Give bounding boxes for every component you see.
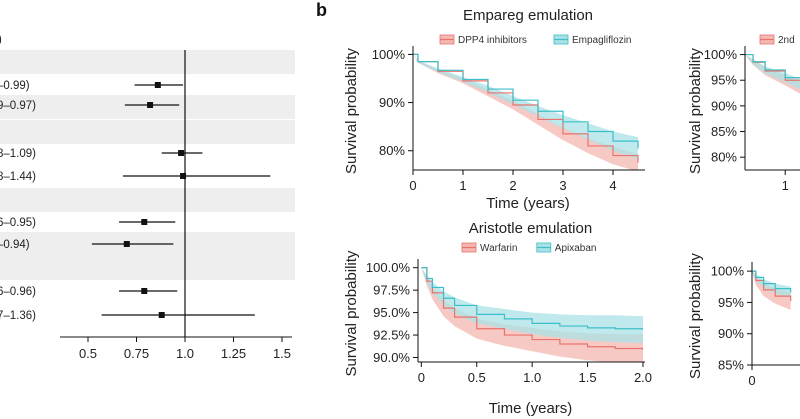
- aristotle-y-tick-label: 90.0%: [373, 350, 410, 365]
- forest-group-band: [0, 256, 295, 280]
- forest-group-band: [0, 120, 295, 144]
- right_top-plot-area: [745, 53, 800, 94]
- aristotle-ci-band-apixaban: [421, 267, 643, 344]
- aristotle-title: Aristotle emulation: [469, 220, 592, 237]
- aristotle-series-line-warfarin: [421, 267, 643, 351]
- right-top-y-axis-label: Survival probability: [687, 48, 704, 174]
- empareg-legend-label: Empagliflozin: [572, 35, 631, 46]
- forest-ci-label: –0.94): [0, 239, 30, 251]
- forest-point-estimate: [154, 82, 161, 88]
- forest-ci-label: 9–0.97): [0, 100, 36, 112]
- empareg-x-tick-label: 4: [609, 178, 616, 193]
- right_top-y-tick-label: 95%: [711, 73, 737, 88]
- right_bottom-plot-area: [752, 270, 792, 310]
- aristotle-x-tick-label: 1.0: [523, 370, 541, 385]
- forest-point-estimate: [141, 288, 148, 294]
- empareg-x-axis-label: Time (years): [486, 195, 570, 212]
- forest-point-estimate: [123, 241, 130, 247]
- forest-point-estimate: [141, 219, 148, 225]
- aristotle-x-tick-label: 0: [418, 370, 425, 385]
- empareg-title: Empareg emulation: [463, 7, 593, 24]
- forest-plot: ) –0.99) 9–0.97) 8–1.09) 8–1.44) 6–0.95) –0.94…: [0, 34, 295, 361]
- aristotle-series-line-apixaban: [421, 267, 643, 330]
- forest-x-tick-label: 1.0: [176, 346, 194, 361]
- right_top-y-tick-label: 80%: [711, 150, 737, 165]
- right-bottom-survival-chart: 85% 90% 95% 100% 0 Survival probability: [687, 253, 800, 388]
- right_top-y-tick-label: 90%: [711, 98, 737, 113]
- right_bottom-ci-band-b: [752, 271, 791, 299]
- forest-point-estimate: [180, 173, 187, 179]
- aristotle-y-axis-label: Survival probability: [343, 250, 360, 376]
- forest-ci-label: 8–1.09): [0, 148, 36, 160]
- right_top-x-tick-label: 1: [782, 178, 789, 193]
- forest-ci-label: 6–0.96): [0, 286, 36, 298]
- empareg-x-tick-label: 0: [409, 178, 416, 193]
- right-bottom-y-axis-label: Survival probability: [687, 253, 704, 379]
- aristotle-legend-label: Warfarin: [480, 243, 517, 254]
- forest-ci-label: 6–0.95): [0, 217, 36, 229]
- empareg-y-tick-label: 80%: [379, 143, 405, 158]
- forest-point-estimate: [178, 150, 185, 156]
- right_bottom-y-tick-label: 100%: [711, 264, 745, 279]
- aristotle-x-tick-label: 2.0: [634, 370, 652, 385]
- right_top-series-line-b: [745, 53, 800, 79]
- empareg-x-tick-label: 1: [459, 178, 466, 193]
- aristotle-x-axis-label: Time (years): [489, 400, 573, 417]
- right_bottom-series-line-b: [752, 270, 792, 293]
- forest-x-tick-label: 0.5: [79, 346, 97, 361]
- empareg-series-line-empagliflozin: [413, 53, 639, 149]
- forest-point-estimate: [147, 102, 154, 108]
- right_top-legend-label: 2nd: [778, 35, 795, 46]
- forest-group-band: [0, 50, 295, 74]
- aristotle-plot-area: [421, 267, 643, 362]
- forest-partial-label: ): [0, 34, 2, 46]
- forest-ci-label: 7–1.36): [0, 310, 36, 322]
- panel-label-b: b: [316, 0, 327, 20]
- aristotle-survival-chart: Aristotle emulation Warfarin Apixaban 90.0%…: [343, 220, 652, 417]
- forest-x-tick-label: 0.75: [124, 346, 149, 361]
- aristotle-y-tick-label: 97.5%: [373, 283, 410, 298]
- forest-ci-label: –0.99): [0, 80, 30, 92]
- empareg-legend-label: DPP4 inhibitors: [458, 35, 527, 46]
- forest-ci-label: 8–1.44): [0, 171, 36, 183]
- right-top-survival-chart: 2nd 80% 85% 90% 95% 100% 1 Survival probability: [687, 34, 800, 193]
- aristotle-y-tick-label: 92.5%: [373, 328, 410, 343]
- aristotle-legend-label: Apixaban: [555, 243, 597, 254]
- aristotle-y-tick-label: 95.0%: [373, 305, 410, 320]
- aristotle-y-tick-label: 100.0%: [366, 260, 411, 275]
- aristotle-x-tick-label: 0.5: [468, 370, 486, 385]
- empareg-x-tick-label: 2: [509, 178, 516, 193]
- empareg-y-axis-label: Survival probability: [343, 48, 360, 174]
- empareg-y-tick-label: 100%: [372, 47, 406, 62]
- empareg-y-tick-label: 90%: [379, 95, 405, 110]
- empareg-survival-chart: Empareg emulation DPP4 inhibitors Empaglif…: [343, 7, 645, 212]
- right_bottom-y-tick-label: 90%: [718, 326, 744, 341]
- right_top-y-tick-label: 100%: [704, 47, 738, 62]
- aristotle-x-tick-label: 1.5: [579, 370, 597, 385]
- forest-point-estimate: [158, 312, 165, 318]
- forest-x-tick-label: 1.25: [221, 346, 246, 361]
- right_bottom-x-tick-label: 0: [748, 373, 755, 388]
- empareg-plot-area: [413, 53, 639, 170]
- right_bottom-y-tick-label: 85%: [718, 358, 744, 373]
- forest-group-band: [0, 188, 295, 212]
- right_top-y-tick-label: 85%: [711, 124, 737, 139]
- right_bottom-y-tick-label: 95%: [718, 295, 744, 310]
- empareg-x-tick-label: 3: [559, 178, 566, 193]
- forest-x-tick-label: 1.5: [273, 346, 291, 361]
